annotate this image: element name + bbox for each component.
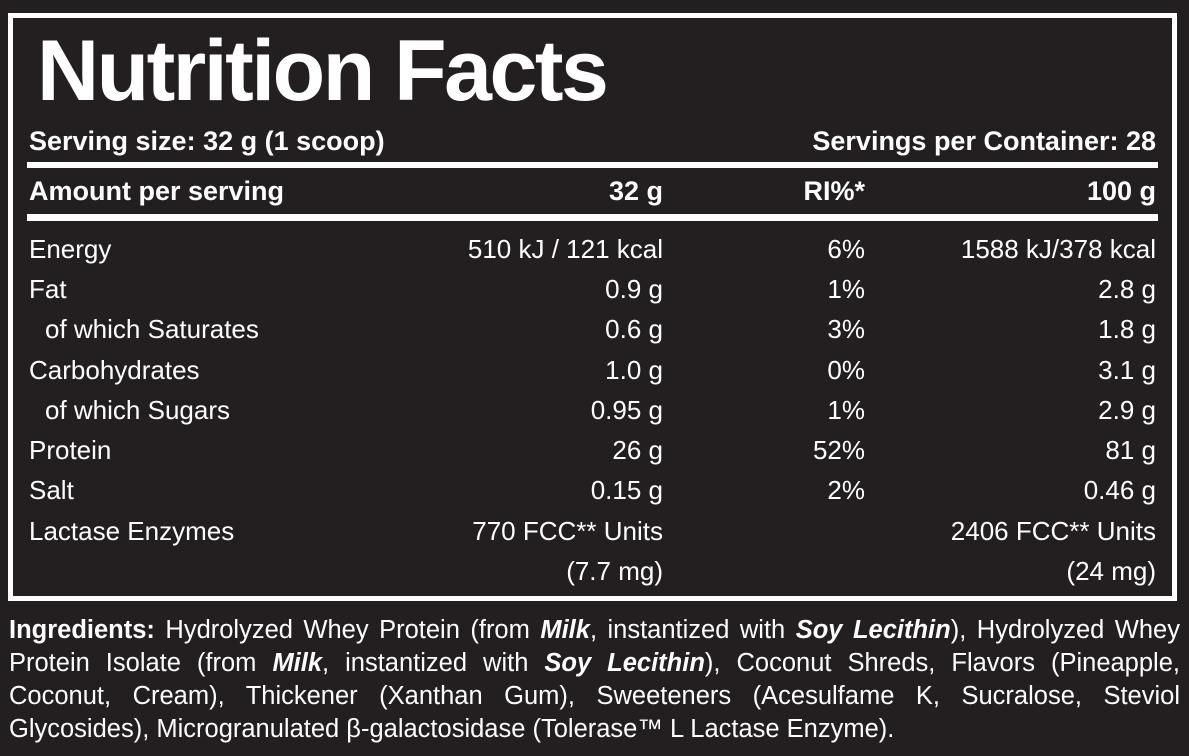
per-serving-value: 770 FCC** Units: [472, 515, 663, 546]
table-row: Salt 0.15 g 2% 0.46 g: [13, 471, 1172, 511]
per-serving-value: 510 kJ / 121 kcal: [467, 233, 663, 264]
per-serving-value: 26 g: [612, 435, 663, 466]
ingredients-segment: ), Coconut Shreds, Flavors (Pineapple, C…: [9, 649, 1180, 743]
servings-per-container-text: Servings per Container: 28: [812, 125, 1156, 156]
divider-header: [27, 214, 1158, 221]
per-100g-value: (24 mg): [1066, 556, 1156, 587]
table-row: Carbohydrates 1.0 g 0% 3.1 g: [13, 350, 1172, 390]
ri-percent-value: 1%: [827, 273, 865, 304]
per-serving-value: 0.6 g: [605, 314, 663, 345]
ingredients-segment: Hydrolyzed Whey Protein (from: [165, 616, 541, 644]
ingredients-segment: Milk: [540, 616, 590, 644]
ingredients-segment: , instantized with: [322, 649, 545, 677]
table-row: Protein 26 g 52% 81 g: [13, 430, 1172, 470]
header-per-100g: 100 g: [1086, 175, 1156, 206]
table-row: Lactase Enzymes 770 FCC** Units 2406 FCC**…: [13, 511, 1172, 551]
per-100g-value: 1588 kJ/378 kcal: [960, 233, 1156, 264]
per-100g-value: 3.1 g: [1098, 354, 1156, 385]
per-100g-value: 2.8 g: [1098, 273, 1156, 304]
table-header-row: Amount per serving 32 g RI%* 100 g: [13, 168, 1172, 214]
ingredients-segment: , instantized with: [589, 616, 796, 644]
table-row: Fat 0.9 g 1% 2.8 g: [13, 269, 1172, 309]
nutrient-name: Carbohydrates: [29, 354, 200, 385]
serving-info-row: Serving size: 32 g (1 scoop) Servings pe…: [13, 120, 1172, 162]
per-serving-value: (7.7 mg): [566, 556, 663, 587]
nutrient-name: Lactase Enzymes: [29, 515, 235, 546]
per-serving-value: 0.15 g: [590, 475, 663, 506]
ri-percent-value: 52%: [812, 435, 865, 466]
nutrient-name: of which Sugars: [45, 394, 230, 425]
ingredients-segment: Soy Lecithin: [795, 616, 951, 644]
table-row: of which Saturates 0.6 g 3% 1.8 g: [13, 310, 1172, 350]
nutrition-label-frame: Nutrition Facts Serving size: 32 g (1 sc…: [8, 13, 1177, 601]
ri-percent-value: 6%: [827, 233, 865, 264]
per-serving-value: 0.9 g: [605, 273, 663, 304]
ingredients-segment: ), Hydrolyzed Whey Protein Isolate (from: [9, 616, 1180, 677]
per-100g-value: 2406 FCC** Units: [950, 515, 1156, 546]
nutrient-name: of which Saturates: [45, 314, 259, 345]
table-row: of which Sugars 0.95 g 1% 2.9 g: [13, 390, 1172, 430]
table-row: (7.7 mg) (24 mg): [13, 551, 1172, 591]
per-100g-value: 2.9 g: [1098, 394, 1156, 425]
per-serving-value: 1.0 g: [605, 354, 663, 385]
ri-percent-value: 2%: [827, 475, 865, 506]
nutrient-name: Salt: [29, 475, 74, 506]
divider-top: [27, 162, 1158, 168]
ingredients-segment: Soy Lecithin: [544, 649, 705, 677]
per-100g-value: 1.8 g: [1098, 314, 1156, 345]
ri-percent-value: 1%: [827, 394, 865, 425]
ingredients-segment: Milk: [272, 649, 323, 677]
header-ri-percent: RI%*: [803, 175, 865, 206]
ingredients-paragraph: Ingredients: Hydrolyzed Whey Protein (fr…: [9, 614, 1180, 746]
ri-percent-value: 0%: [827, 354, 865, 385]
header-amount-per-serving: Amount per serving: [29, 175, 285, 206]
nutrient-name: Energy: [29, 233, 112, 264]
table-row: Energy 510 kJ / 121 kcal 6% 1588 kJ/378 kca…: [13, 229, 1172, 269]
ingredients-segment: Ingredients:: [9, 616, 166, 644]
per-serving-value: 0.95 g: [590, 394, 663, 425]
serving-size-text: Serving size: 32 g (1 scoop): [29, 125, 385, 156]
per-100g-value: 81 g: [1105, 435, 1156, 466]
nutrient-name: Fat: [29, 273, 67, 304]
nutrient-name: Protein: [29, 435, 112, 466]
nutrition-table-body: Energy 510 kJ / 121 kcal 6% 1588 kJ/378 kca…: [13, 221, 1172, 592]
per-100g-value: 0.46 g: [1083, 475, 1156, 506]
header-per-serving: 32 g: [608, 175, 663, 206]
ri-percent-value: 3%: [827, 314, 865, 345]
page-title: Nutrition Facts: [37, 23, 609, 119]
